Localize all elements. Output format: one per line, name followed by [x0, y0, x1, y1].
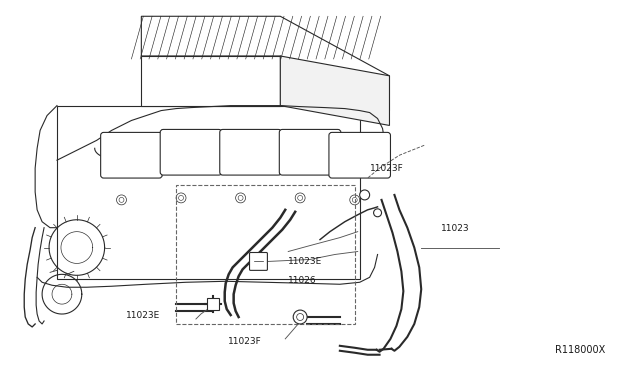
Polygon shape	[141, 16, 390, 110]
Text: 11026: 11026	[288, 276, 317, 285]
Circle shape	[236, 193, 246, 203]
Circle shape	[293, 310, 307, 324]
Polygon shape	[141, 56, 280, 106]
Circle shape	[176, 193, 186, 203]
Bar	[207, 298, 219, 310]
Circle shape	[297, 314, 303, 321]
Text: 11023F: 11023F	[369, 164, 403, 173]
Circle shape	[179, 195, 184, 201]
Circle shape	[298, 195, 303, 201]
FancyBboxPatch shape	[160, 129, 221, 175]
Circle shape	[119, 198, 124, 202]
Text: 11023: 11023	[441, 224, 469, 233]
FancyBboxPatch shape	[329, 132, 390, 178]
Text: 11023F: 11023F	[228, 337, 262, 346]
Circle shape	[360, 190, 370, 200]
Circle shape	[374, 209, 381, 217]
Circle shape	[295, 193, 305, 203]
Text: 11023E: 11023E	[126, 311, 161, 320]
Circle shape	[238, 195, 243, 201]
Polygon shape	[57, 106, 360, 279]
Circle shape	[352, 198, 357, 202]
FancyBboxPatch shape	[250, 253, 268, 270]
Bar	[176, 185, 355, 324]
FancyBboxPatch shape	[220, 129, 282, 175]
Circle shape	[350, 195, 360, 205]
Text: R118000X: R118000X	[555, 345, 605, 355]
FancyBboxPatch shape	[279, 129, 341, 175]
FancyBboxPatch shape	[100, 132, 162, 178]
Circle shape	[116, 195, 127, 205]
Text: 11023E: 11023E	[288, 257, 323, 266]
Polygon shape	[280, 56, 390, 125]
